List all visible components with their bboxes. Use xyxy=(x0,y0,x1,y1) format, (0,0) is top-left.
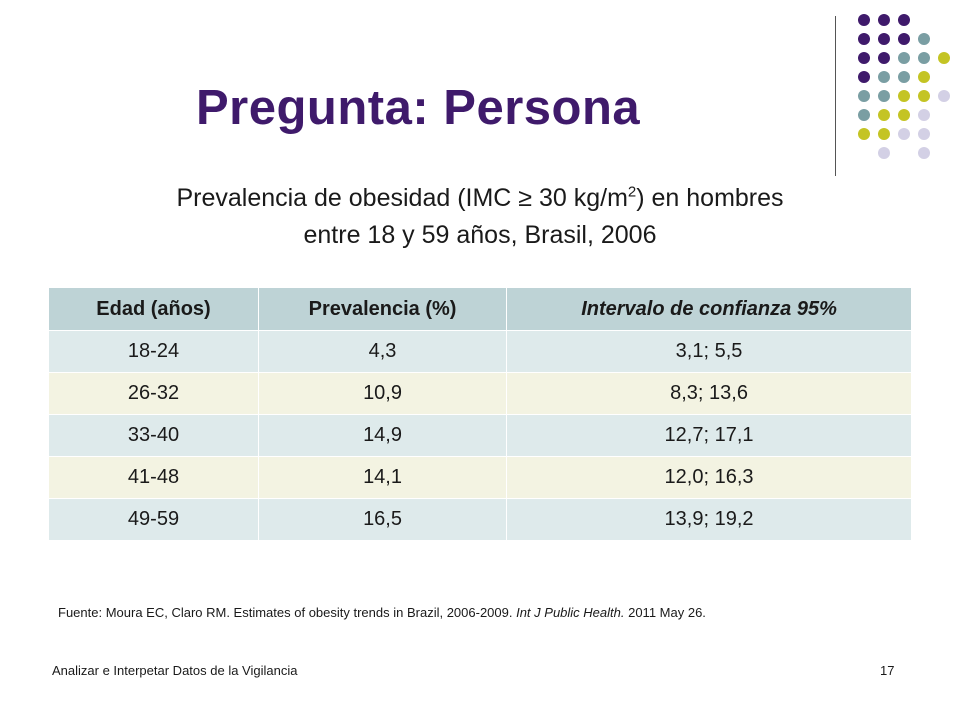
table-row: 26-32 10,9 8,3; 13,6 xyxy=(48,372,912,415)
decorative-dot xyxy=(918,128,930,140)
slide-title: Pregunta: Persona xyxy=(196,81,641,135)
source-text: Fuente: Moura EC, Claro RM. Estimates of… xyxy=(58,605,517,620)
decorative-dot xyxy=(898,109,910,121)
decorative-dot xyxy=(898,71,910,83)
decorative-dot xyxy=(898,33,910,45)
cell-confidence-interval: 13,9; 19,2 xyxy=(506,498,912,541)
header-prevalence: Prevalencia (%) xyxy=(257,287,508,331)
table-row: 33-40 14,9 12,7; 17,1 xyxy=(48,414,912,457)
decorative-dot xyxy=(878,90,890,102)
decorative-dot xyxy=(878,14,890,26)
prevalence-table: Edad (años) Prevalencia (%) Intervalo de… xyxy=(48,287,912,541)
subtitle-line-2: entre 18 y 59 años, Brasil, 2006 xyxy=(303,221,657,249)
source-citation: Fuente: Moura EC, Claro RM. Estimates of… xyxy=(58,605,706,620)
decorative-dot xyxy=(878,33,890,45)
decorative-dot xyxy=(858,128,870,140)
decorative-dot xyxy=(858,52,870,64)
cell-prevalence: 14,1 xyxy=(257,456,508,499)
source-date: 2011 May 26. xyxy=(624,605,706,620)
subtitle-superscript: 2 xyxy=(627,183,637,201)
decorative-dot xyxy=(898,128,910,140)
decorative-dot xyxy=(918,33,930,45)
decorative-dot xyxy=(858,14,870,26)
decorative-dot xyxy=(938,90,950,102)
cell-prevalence: 16,5 xyxy=(257,498,508,541)
subtitle-text-part: Prevalencia de obesidad (IMC ≥ 30 kg/m xyxy=(176,184,628,212)
cell-age: 49-59 xyxy=(48,498,259,541)
decorative-divider-line xyxy=(835,16,836,176)
decorative-dot xyxy=(878,109,890,121)
cell-age: 33-40 xyxy=(48,414,259,457)
subtitle-text-part: ) en hombres xyxy=(636,184,784,212)
footer-course-title: Analizar e Interpetar Datos de la Vigila… xyxy=(52,663,298,678)
cell-prevalence: 10,9 xyxy=(257,372,508,415)
decorative-dot xyxy=(918,109,930,121)
decorative-dot-grid xyxy=(850,14,950,159)
decorative-dot xyxy=(878,71,890,83)
decorative-dot xyxy=(898,52,910,64)
header-age: Edad (años) xyxy=(48,287,259,331)
decorative-dot xyxy=(878,52,890,64)
decorative-dot xyxy=(918,52,930,64)
cell-confidence-interval: 8,3; 13,6 xyxy=(506,372,912,415)
header-confidence-interval: Intervalo de confianza 95% xyxy=(506,287,912,331)
decorative-dot xyxy=(898,14,910,26)
decorative-dot xyxy=(918,71,930,83)
table-row: 18-24 4,3 3,1; 5,5 xyxy=(48,330,912,373)
decorative-dot xyxy=(918,147,930,159)
decorative-dot xyxy=(858,71,870,83)
cell-confidence-interval: 12,0; 16,3 xyxy=(506,456,912,499)
table-header-row: Edad (años) Prevalencia (%) Intervalo de… xyxy=(48,287,912,331)
source-journal: Int J Public Health. xyxy=(516,605,625,620)
cell-confidence-interval: 12,7; 17,1 xyxy=(506,414,912,457)
decorative-dot xyxy=(858,90,870,102)
decorative-dot xyxy=(918,90,930,102)
cell-prevalence: 14,9 xyxy=(257,414,508,457)
cell-age: 41-48 xyxy=(48,456,259,499)
slide-subtitle: Prevalencia de obesidad (IMC ≥ 30 kg/m2)… xyxy=(60,180,900,254)
cell-prevalence: 4,3 xyxy=(257,330,508,373)
cell-age: 26-32 xyxy=(48,372,259,415)
cell-confidence-interval: 3,1; 5,5 xyxy=(506,330,912,373)
decorative-dot xyxy=(938,52,950,64)
decorative-dot xyxy=(858,33,870,45)
decorative-dot xyxy=(858,109,870,121)
decorative-dot xyxy=(878,147,890,159)
table-row: 41-48 14,1 12,0; 16,3 xyxy=(48,456,912,499)
decorative-dot xyxy=(898,90,910,102)
cell-age: 18-24 xyxy=(48,330,259,373)
decorative-dot xyxy=(878,128,890,140)
table-row: 49-59 16,5 13,9; 19,2 xyxy=(48,498,912,541)
slide-number: 17 xyxy=(880,663,895,678)
